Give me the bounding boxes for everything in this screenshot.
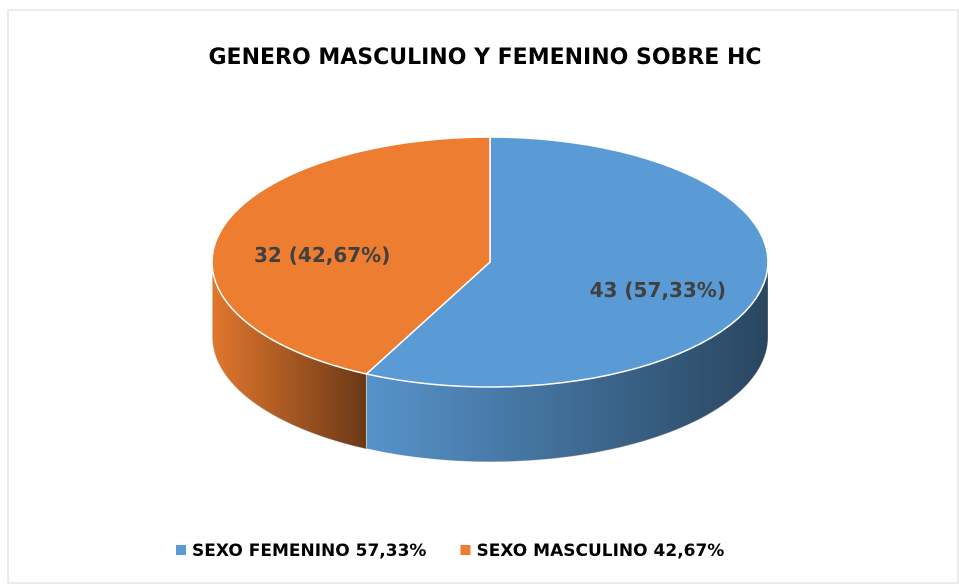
slice-side-shade xyxy=(212,262,367,449)
slice xyxy=(211,136,491,375)
data-label: 43 (57,33%) xyxy=(590,278,726,302)
slice-side-shade xyxy=(366,262,768,462)
legend-swatch xyxy=(176,545,186,555)
slice xyxy=(364,136,769,388)
legend-swatch xyxy=(460,545,471,555)
legend-label: SEXO FEMENINO 57,33% xyxy=(192,541,426,561)
chart-title: GENERO MASCULINO Y FEMENINO SOBRE HC xyxy=(208,45,761,70)
legend-label: SEXO MASCULINO 42,67% xyxy=(476,541,724,561)
data-label: 32 (42,67%) xyxy=(254,243,390,267)
